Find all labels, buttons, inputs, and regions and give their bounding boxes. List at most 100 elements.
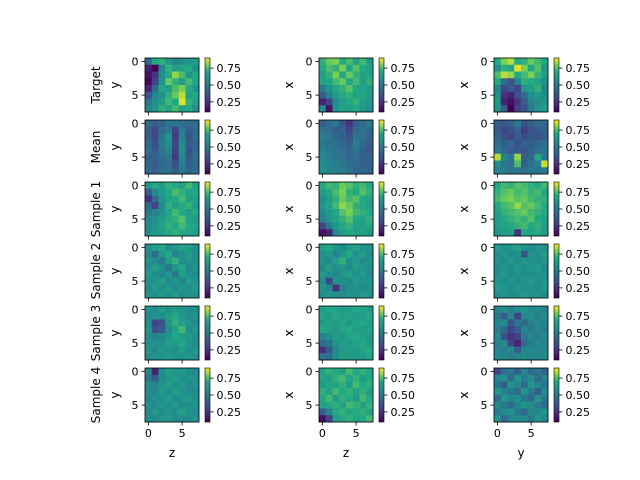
heatmap-cell (507, 408, 515, 416)
x-tick-label: 5 (528, 427, 535, 440)
heatmap-cell (165, 195, 173, 203)
heatmap-panel (493, 305, 549, 361)
heatmap-cell (158, 58, 166, 66)
heatmap-cell (192, 153, 200, 161)
colorbar (204, 57, 211, 113)
heatmap-cell (158, 91, 166, 99)
heatmap-cell (165, 64, 173, 72)
heatmap-cell (165, 291, 173, 299)
heatmap-cell (541, 71, 549, 79)
heatmap-cell (192, 133, 200, 141)
heatmap-cell (366, 271, 374, 279)
heatmap-cell (151, 209, 159, 217)
heatmap-cell (151, 388, 159, 396)
heatmap-cell (185, 160, 193, 168)
heatmap-cell (319, 64, 327, 72)
y-axis-label: x (282, 267, 296, 274)
heatmap-cell (325, 85, 333, 93)
heatmap-cell (514, 333, 522, 341)
heatmap-cell (352, 153, 360, 161)
heatmap-cell (500, 126, 508, 134)
heatmap-cell (514, 346, 522, 354)
heatmap-cell (145, 71, 153, 79)
heatmap-cell (339, 264, 347, 272)
heatmap-cell (494, 401, 502, 409)
y-tick-label: 0 (306, 303, 313, 316)
colorbar (378, 181, 385, 237)
heatmap-cell (332, 395, 340, 403)
heatmap-cell (366, 395, 374, 403)
heatmap-cell (151, 381, 159, 389)
heatmap-cell (541, 271, 549, 279)
heatmap-cell (192, 147, 200, 155)
heatmap-cell (332, 388, 340, 396)
heatmap-cell (319, 312, 327, 320)
heatmap-cell (332, 91, 340, 99)
heatmap-cell (500, 408, 508, 416)
heatmap-cell (145, 401, 153, 409)
heatmap-cell (192, 126, 200, 134)
heatmap-cell (339, 401, 347, 409)
heatmap-cell (366, 215, 374, 223)
heatmap-cell (346, 381, 354, 389)
heatmap-cell (346, 346, 354, 354)
heatmap-cell (494, 202, 502, 210)
heatmap-cell (172, 105, 180, 113)
heatmap-cell (541, 346, 549, 354)
heatmap-cell (178, 188, 186, 196)
heatmap-cell (500, 291, 508, 299)
heatmap-cell (521, 353, 529, 361)
colorbar-tick-label: 0.50 (566, 203, 591, 216)
heatmap-cell (494, 339, 502, 347)
heatmap-cell (494, 368, 502, 376)
heatmap-cell (339, 126, 347, 134)
heatmap-cell (494, 140, 502, 148)
heatmap-cell (325, 306, 333, 314)
y-tick-label: 0 (481, 241, 488, 254)
heatmap-cell (178, 140, 186, 148)
heatmap-cell (541, 388, 549, 396)
heatmap-cell (346, 257, 354, 265)
heatmap-cell (172, 222, 180, 230)
heatmap-cell (339, 64, 347, 72)
heatmap-cell (192, 388, 200, 396)
heatmap-cell (165, 388, 173, 396)
heatmap-cell (507, 395, 515, 403)
panel-frame (493, 367, 549, 423)
heatmap-cell (158, 374, 166, 382)
heatmap-cell (346, 339, 354, 347)
heatmap-cell (151, 202, 159, 210)
heatmap-cell (185, 277, 193, 285)
panel-frame (493, 305, 549, 361)
heatmap-cell (332, 85, 340, 93)
heatmap-cell (359, 312, 367, 320)
heatmap-cell (359, 215, 367, 223)
colorbar-tick-label: 0.50 (566, 389, 591, 402)
colorbar-tick-label: 0.75 (217, 186, 242, 199)
heatmap-cell (514, 58, 522, 66)
heatmap-cell (359, 133, 367, 141)
heatmap-cell (339, 85, 347, 93)
heatmap-cell (494, 408, 502, 416)
heatmap-cell (178, 58, 186, 66)
heatmap-cell (507, 209, 515, 217)
heatmap-cell (521, 133, 529, 141)
heatmap-cell (507, 415, 515, 423)
heatmap-cell (521, 374, 529, 382)
heatmap-cell (366, 120, 374, 128)
heatmap-cell (507, 277, 515, 285)
heatmap-cell (346, 326, 354, 334)
colorbar (553, 243, 560, 299)
heatmap-cell (352, 250, 360, 258)
heatmap-cell (500, 229, 508, 237)
heatmap-cell (514, 215, 522, 223)
heatmap-cell (325, 71, 333, 79)
heatmap-cell (145, 264, 153, 272)
heatmap-cell (534, 250, 542, 258)
heatmap-cell (514, 147, 522, 155)
heatmap-cell (319, 277, 327, 285)
heatmap-cell (178, 78, 186, 86)
y-tick-label: 5 (132, 399, 139, 412)
heatmap-cell (514, 64, 522, 72)
heatmap-cell (507, 126, 515, 134)
